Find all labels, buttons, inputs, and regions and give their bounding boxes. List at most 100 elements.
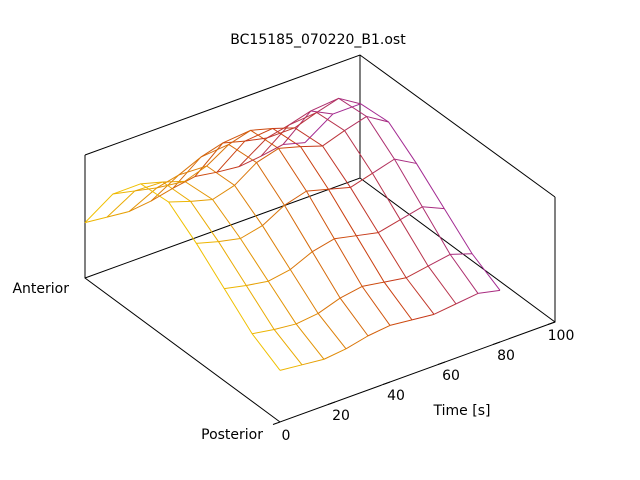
x-tick bbox=[327, 401, 336, 405]
surface-row-segment bbox=[134, 187, 157, 192]
surface-row-segment bbox=[190, 198, 213, 202]
surface-row-segment bbox=[240, 225, 263, 239]
surface-row-segment bbox=[400, 206, 423, 221]
x-axis-label: Time [s] bbox=[433, 403, 491, 419]
surface-row-segment bbox=[433, 303, 457, 315]
surface-row-segment bbox=[234, 162, 257, 186]
surface-row-segment bbox=[338, 97, 361, 105]
surface-column bbox=[216, 127, 413, 321]
surface-row-segment bbox=[450, 253, 473, 255]
box-edge bbox=[84, 177, 556, 323]
surface-row-segment bbox=[172, 176, 196, 189]
surface-row-segment bbox=[427, 253, 451, 267]
surface-column bbox=[84, 183, 281, 371]
surface-row-segment bbox=[272, 127, 295, 129]
x-tick-label: 40 bbox=[387, 388, 405, 404]
surface-row-segment bbox=[372, 158, 395, 174]
surface-row-segment bbox=[339, 285, 363, 299]
surface-row-segment bbox=[256, 148, 279, 163]
surface-row-segment bbox=[288, 110, 312, 126]
surface-column bbox=[238, 127, 435, 315]
row-label: Posterior bbox=[201, 427, 263, 443]
surface-row-segment bbox=[279, 364, 303, 371]
surface-row-segment bbox=[317, 297, 341, 314]
surface-row-segment bbox=[422, 206, 445, 210]
surface-row-segment bbox=[194, 171, 218, 177]
surface-row-segment bbox=[244, 137, 267, 142]
surface-row-segment bbox=[366, 115, 389, 123]
surface-row-segment bbox=[405, 265, 429, 279]
surface-row-segment bbox=[268, 269, 291, 282]
surface-row-segment bbox=[252, 328, 275, 335]
surface-row-segment bbox=[150, 187, 174, 202]
x-tick bbox=[272, 421, 281, 425]
surface-row-segment bbox=[206, 144, 230, 167]
surface-row-segment bbox=[284, 190, 307, 206]
x-tick-label: 100 bbox=[548, 328, 575, 344]
surface-row-segment bbox=[455, 292, 479, 305]
surface-column bbox=[106, 181, 303, 366]
surface-row-segment bbox=[196, 241, 219, 244]
surface-row-segment bbox=[218, 238, 241, 243]
x-tick bbox=[547, 321, 556, 325]
surface-row-segment bbox=[128, 200, 152, 213]
surface-row-segment bbox=[228, 129, 251, 145]
surface-row-segment bbox=[323, 348, 347, 360]
surface-row-segment bbox=[266, 124, 290, 139]
x-tick-label: 0 bbox=[282, 428, 291, 444]
surface-row-segment bbox=[378, 219, 401, 234]
surface-row-segment bbox=[316, 97, 339, 113]
surface-row-segment bbox=[295, 313, 319, 325]
surface-row-segment bbox=[274, 323, 297, 330]
chart-title: BC15185_070220_B1.ost bbox=[230, 32, 406, 48]
surface-row-segment bbox=[224, 285, 247, 290]
surface-row-segment bbox=[322, 130, 345, 147]
surface-row-segment bbox=[84, 216, 108, 224]
surface-row-segment bbox=[278, 146, 301, 149]
x-tick bbox=[492, 341, 501, 345]
surface-row-segment bbox=[356, 232, 379, 237]
surface-row-segment bbox=[140, 181, 163, 185]
surface-row-segment bbox=[477, 289, 501, 294]
surface-row-segment bbox=[178, 156, 202, 176]
surface-row-segment bbox=[200, 142, 224, 158]
surface-row-segment bbox=[344, 116, 367, 131]
surface-column bbox=[194, 129, 391, 326]
surface-row-segment bbox=[250, 127, 273, 131]
x-tick bbox=[437, 361, 446, 365]
surface-row-segment bbox=[310, 110, 333, 115]
surface-row-segment bbox=[367, 324, 391, 337]
surface-column bbox=[304, 103, 501, 291]
surface-column bbox=[282, 97, 479, 294]
surface-row-segment bbox=[112, 190, 135, 195]
surface-column bbox=[128, 180, 325, 360]
surface-row-segment bbox=[334, 235, 357, 240]
surface-row-segment bbox=[294, 112, 318, 129]
surface-row-segment bbox=[106, 211, 130, 218]
surface-row-segment bbox=[184, 165, 208, 182]
surface-row-segment bbox=[389, 319, 413, 326]
surface-row-segment bbox=[312, 238, 335, 253]
surface-row-segment bbox=[260, 144, 284, 157]
x-tick bbox=[382, 381, 391, 385]
surface-row-segment bbox=[411, 313, 435, 321]
surface-row-segment bbox=[222, 140, 245, 144]
x-tick-label: 20 bbox=[332, 408, 350, 424]
surface-column bbox=[150, 165, 347, 350]
surface-row-segment bbox=[216, 166, 240, 173]
surface-row-segment bbox=[212, 184, 235, 200]
surface-row-segment bbox=[362, 281, 385, 287]
surface-row-segment bbox=[301, 358, 325, 366]
surface-row-segment bbox=[350, 172, 373, 188]
surface-row-segment bbox=[394, 158, 417, 164]
surface-row-segment bbox=[262, 204, 285, 226]
surface-row-segment bbox=[162, 180, 185, 183]
surface-column bbox=[172, 143, 369, 337]
surface-row-segment bbox=[384, 277, 407, 283]
surface-column bbox=[260, 111, 457, 305]
surface-row-segment bbox=[238, 155, 262, 168]
surface-row-segment bbox=[306, 188, 329, 192]
row-label: Anterior bbox=[12, 281, 69, 297]
